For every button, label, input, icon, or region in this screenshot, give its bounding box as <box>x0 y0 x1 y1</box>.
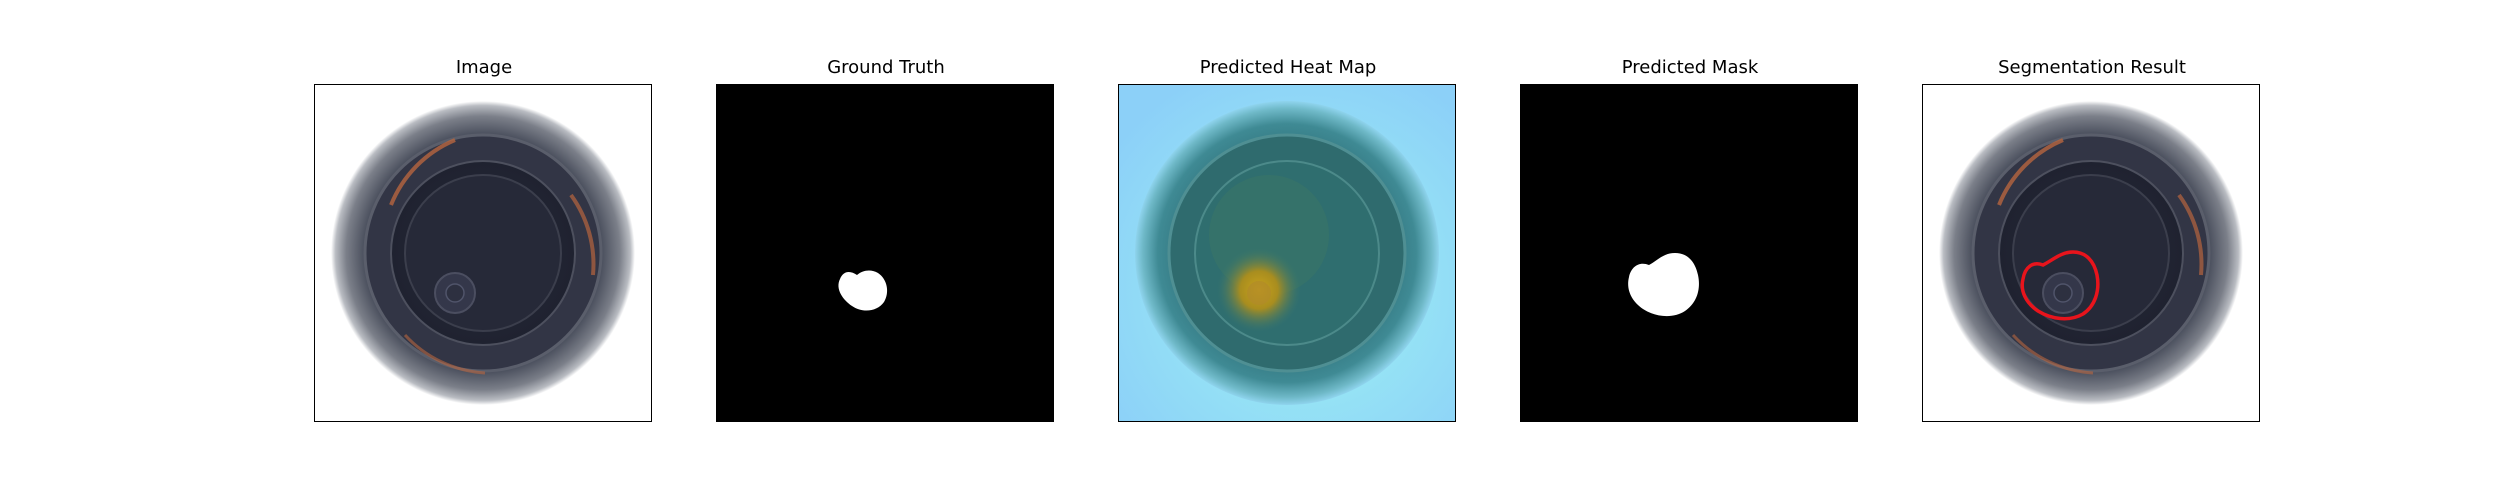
panel-ground-truth: Ground Truth <box>716 55 1056 435</box>
panel-title-ground-truth: Ground Truth <box>827 57 945 78</box>
panel-title-predicted-mask: Predicted Mask <box>1621 57 1759 78</box>
bottle-photo <box>315 85 651 421</box>
segmentation-outline <box>2020 250 2100 321</box>
predicted-mask-image <box>1521 85 1857 421</box>
ground-truth-region <box>838 270 888 311</box>
predicted-mask-frame <box>1520 84 1858 422</box>
panel-predicted-mask: Predicted Mask <box>1520 55 1860 435</box>
segmentation-frame <box>1922 84 2260 422</box>
heat-map-frame <box>1118 84 1456 422</box>
heat-map-image <box>1119 85 1455 421</box>
panel-heat-map: Predicted Heat Map <box>1118 55 1458 435</box>
ground-truth-frame <box>716 84 1054 422</box>
panel-title-image: Image <box>455 57 513 78</box>
panel-title-heat-map: Predicted Heat Map <box>1199 57 1377 78</box>
ground-truth-mask <box>717 85 1053 421</box>
predicted-mask-region <box>1628 253 1699 317</box>
panel-image: Image <box>314 55 654 435</box>
image-frame <box>314 84 652 422</box>
panel-segmentation-result: Segmentation Result <box>1922 55 2262 435</box>
panel-title-segmentation-result: Segmentation Result <box>1998 57 2186 78</box>
segmentation-image <box>1923 85 2259 421</box>
